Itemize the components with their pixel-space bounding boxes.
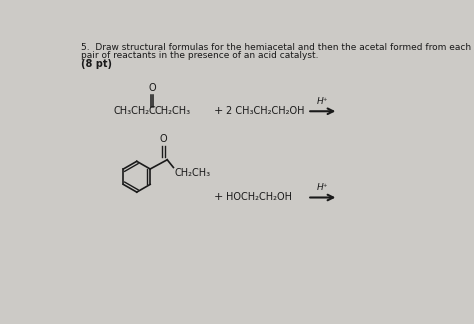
Text: CH₃CH₂: CH₃CH₂ bbox=[114, 106, 150, 116]
Text: +: + bbox=[213, 106, 223, 116]
Text: +: + bbox=[213, 192, 223, 202]
Text: 2 CH₃CH₂CH₂OH: 2 CH₃CH₂CH₂OH bbox=[226, 106, 304, 116]
Text: O: O bbox=[148, 83, 156, 93]
Text: CH₂CH₃: CH₂CH₃ bbox=[174, 168, 210, 178]
Text: HOCH₂CH₂OH: HOCH₂CH₂OH bbox=[226, 192, 292, 202]
Text: CH₂CH₃: CH₂CH₃ bbox=[155, 106, 191, 116]
Text: H⁺: H⁺ bbox=[317, 183, 328, 192]
Text: C: C bbox=[149, 106, 155, 116]
Text: 5.  Draw structural formulas for the hemiacetal and then the acetal formed from : 5. Draw structural formulas for the hemi… bbox=[81, 43, 471, 52]
Text: O: O bbox=[160, 133, 167, 144]
Text: (8 pt): (8 pt) bbox=[81, 59, 112, 69]
Text: pair of reactants in the presence of an acid catalyst.: pair of reactants in the presence of an … bbox=[81, 51, 319, 60]
Text: H⁺: H⁺ bbox=[317, 97, 328, 106]
